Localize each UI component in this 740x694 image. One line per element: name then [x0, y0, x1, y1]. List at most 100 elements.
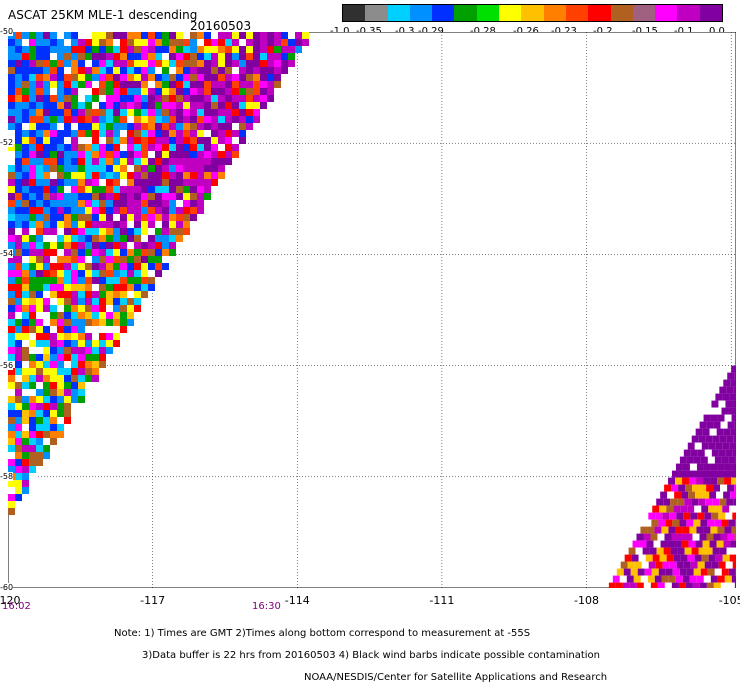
wind-cell-west	[99, 53, 106, 60]
wind-cell-west	[36, 438, 43, 445]
wind-cell-west	[15, 277, 22, 284]
wind-cell-west	[92, 263, 99, 270]
wind-cell-east	[687, 569, 694, 576]
wind-cell-east	[734, 548, 736, 555]
wind-cell-west	[141, 165, 148, 172]
wind-cell-west	[274, 46, 281, 53]
wind-cell-west	[99, 319, 106, 326]
wind-cell-east	[640, 527, 647, 534]
wind-cell-west	[197, 172, 204, 179]
wind-cell-east	[728, 422, 735, 429]
wind-cell-east	[706, 534, 713, 541]
wind-cell-west	[232, 88, 239, 95]
wind-cell-west	[36, 249, 43, 256]
wind-cell-west	[155, 123, 162, 130]
wind-cell-west	[134, 270, 141, 277]
wind-cell-west	[106, 74, 113, 81]
wind-cell-west	[92, 81, 99, 88]
wind-cell-west	[190, 165, 197, 172]
wind-cell-west	[57, 123, 64, 130]
wind-cell-west	[99, 130, 106, 137]
wind-cell-west	[22, 200, 29, 207]
wind-cell-east	[724, 541, 731, 548]
wind-cell-west	[155, 207, 162, 214]
wind-cell-west	[15, 312, 22, 319]
wind-cell-east	[641, 576, 648, 583]
wind-cell-east	[723, 380, 730, 387]
wind-cell-west	[36, 228, 43, 235]
wind-cell-west	[43, 179, 50, 186]
wind-cell-west	[15, 347, 22, 354]
wind-cell-west	[274, 74, 281, 81]
wind-cell-west	[78, 291, 85, 298]
wind-cell-west	[92, 312, 99, 319]
wind-cell-west	[43, 242, 50, 249]
wind-cell-west	[197, 60, 204, 67]
wind-cell-west	[36, 74, 43, 81]
wind-cell-east	[696, 527, 703, 534]
wind-cell-west	[85, 333, 92, 340]
wind-cell-west	[85, 60, 92, 67]
wind-cell-west	[155, 144, 162, 151]
wind-cell-west	[197, 200, 204, 207]
wind-cell-west	[22, 452, 29, 459]
wind-cell-west	[22, 165, 29, 172]
wind-cell-west	[92, 137, 99, 144]
wind-cell-west	[176, 32, 183, 39]
wind-cell-west	[99, 207, 106, 214]
wind-cell-west	[155, 67, 162, 74]
wind-cell-west	[134, 95, 141, 102]
wind-cell-west	[288, 46, 295, 53]
wind-cell-west	[92, 361, 99, 368]
wind-cell-west	[71, 347, 78, 354]
wind-cell-west	[155, 137, 162, 144]
wind-cell-west	[64, 242, 71, 249]
wind-cell-west	[197, 158, 204, 165]
wind-cell-west	[78, 249, 85, 256]
wind-cell-west	[106, 172, 113, 179]
wind-cell-west	[120, 53, 127, 60]
wind-cell-west	[8, 46, 15, 53]
wind-cell-west	[8, 165, 15, 172]
wind-cell-west	[8, 109, 15, 116]
wind-cell-west	[78, 74, 85, 81]
wind-cell-west	[295, 39, 302, 46]
wind-cell-west	[57, 74, 64, 81]
wind-cell-west	[64, 116, 71, 123]
wind-cell-west	[274, 32, 281, 39]
wind-cell-east	[732, 513, 736, 520]
colorbar	[342, 4, 723, 22]
wind-cell-west	[176, 144, 183, 151]
wind-cell-east	[691, 499, 698, 506]
wind-cell-east	[671, 534, 678, 541]
wind-cell-west	[190, 39, 197, 46]
wind-cell-east	[730, 380, 736, 387]
wind-cell-west	[204, 109, 211, 116]
wind-cell-west	[29, 228, 36, 235]
wind-cell-west	[29, 144, 36, 151]
wind-cell-east	[712, 450, 719, 457]
wind-cell-east	[686, 520, 693, 527]
wind-cell-west	[218, 88, 225, 95]
wind-cell-west	[29, 438, 36, 445]
wind-cell-west	[36, 67, 43, 74]
wind-cell-west	[15, 298, 22, 305]
wind-cell-west	[43, 347, 50, 354]
wind-cell-west	[260, 81, 267, 88]
wind-cell-west	[148, 67, 155, 74]
wind-cell-west	[64, 81, 71, 88]
wind-cell-west	[99, 277, 106, 284]
wind-cell-east	[693, 583, 700, 588]
wind-cell-west	[253, 109, 260, 116]
wind-cell-west	[64, 95, 71, 102]
wind-cell-west	[127, 200, 134, 207]
wind-cell-west	[22, 375, 29, 382]
wind-cell-west	[29, 137, 36, 144]
wind-cell-west	[148, 228, 155, 235]
wind-cell-west	[155, 172, 162, 179]
wind-cell-west	[85, 221, 92, 228]
wind-cell-west	[50, 214, 57, 221]
wind-cell-west	[162, 158, 169, 165]
wind-cell-east	[663, 499, 670, 506]
wind-cell-west	[162, 60, 169, 67]
